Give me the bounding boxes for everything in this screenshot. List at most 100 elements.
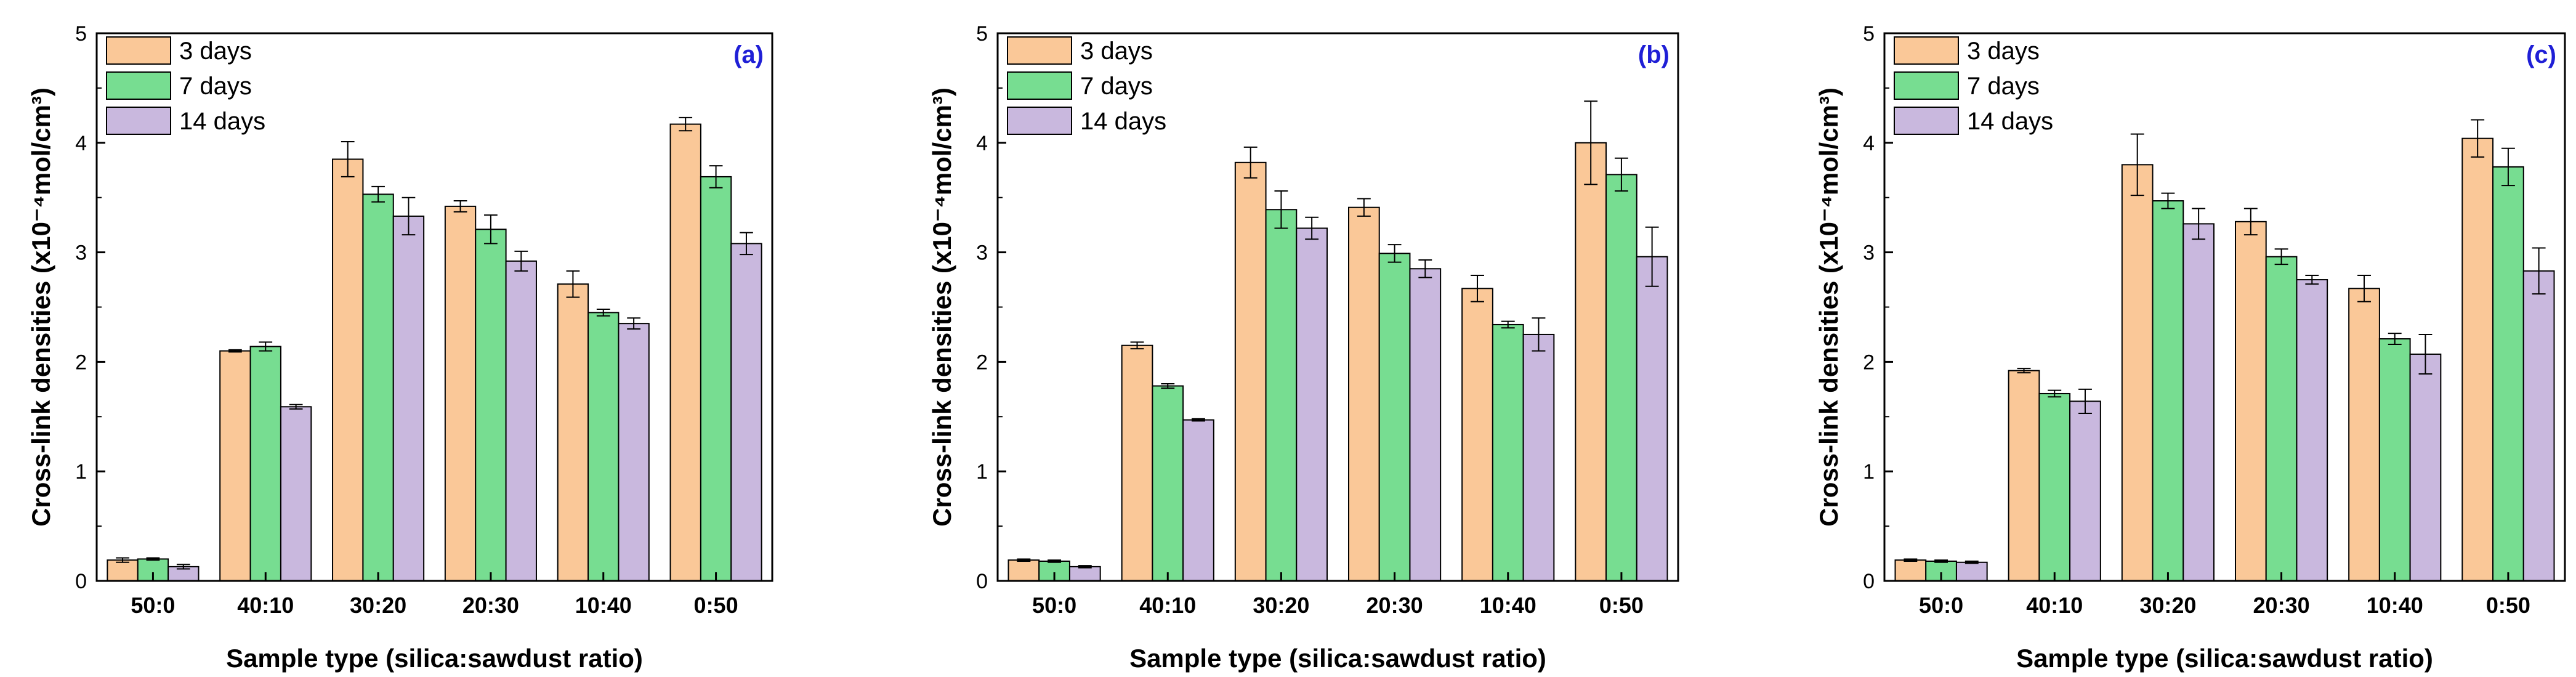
- y-tick-label: 5: [75, 22, 87, 46]
- bar-3-days-40-10: [1121, 344, 1153, 582]
- y-axis-title: Cross-link densities (x10⁻⁴mol/cm³): [26, 87, 55, 527]
- bar-3-days-0-50: [2461, 137, 2494, 582]
- bar-14-days-10-40: [1522, 333, 1555, 582]
- legend-label: 3 days: [1080, 38, 1153, 65]
- y-tick-label: 4: [1863, 132, 1875, 155]
- bar-3-days-50-0: [1894, 559, 1927, 582]
- y-tick-label: 3: [1863, 241, 1875, 265]
- legend-label: 14 days: [1967, 108, 2053, 135]
- x-category-label: 20:30: [462, 593, 519, 618]
- legend-swatch-7-days: [106, 71, 171, 100]
- chart-panel-b: 0 1 2 3 4 5 50:0 40:10 30:20 20:30 10:40 0:50 Sample…: [927, 22, 1679, 673]
- chart-panel-a: 0 1 2 3 4 5 50:0 40:10 30:20 20:30 10:40 0:50 Sample…: [26, 22, 773, 673]
- bar-7-days-20-30: [2265, 256, 2298, 582]
- y-tick-label: 4: [75, 132, 87, 155]
- panel-label: (b): [1638, 41, 1670, 68]
- y-tick-label: 2: [75, 351, 87, 374]
- bar-3-days-30-20: [332, 158, 364, 582]
- y-tick-label: 1: [75, 460, 87, 484]
- legend-label: 7 days: [1967, 73, 2040, 100]
- bar-14-days-40-10: [2069, 400, 2101, 582]
- bar-14-days-20-30: [2296, 279, 2328, 582]
- y-tick-label: 0: [976, 570, 988, 593]
- bar-7-days-10-40: [2378, 338, 2411, 582]
- legend-swatch-7-days: [1894, 71, 1959, 100]
- legend-swatch-14-days: [106, 107, 171, 135]
- bar-7-days-0-50: [2492, 166, 2524, 582]
- bar-14-days-50-0: [1955, 561, 1988, 582]
- bar-3-days-30-20: [2121, 164, 2154, 582]
- y-tick-label: 0: [75, 570, 87, 593]
- x-category-label: 50:0: [1919, 593, 1963, 618]
- bar-3-days-40-10: [2008, 370, 2040, 582]
- bar-14-days-0-50: [1636, 256, 1668, 582]
- legend-swatch-14-days: [1007, 107, 1072, 135]
- y-tick-label: 1: [976, 460, 988, 484]
- legend-label: 14 days: [179, 108, 265, 135]
- y-tick-label: 5: [1863, 22, 1875, 46]
- bar-3-days-10-40: [1461, 288, 1493, 582]
- x-category-label: 0:50: [2486, 593, 2530, 618]
- y-tick-label: 5: [976, 22, 988, 46]
- x-category-label: 20:30: [1367, 593, 1423, 618]
- x-category-label: 40:10: [2026, 593, 2083, 618]
- legend-swatch-7-days: [1007, 71, 1072, 100]
- y-tick-label: 1: [1863, 460, 1875, 484]
- x-category-label: 0:50: [694, 593, 738, 618]
- legend-swatch-3-days: [1894, 36, 1959, 65]
- bar-3-days-10-40: [2348, 288, 2380, 582]
- y-axis-title: Cross-link densities (x10⁻⁴mol/cm³): [927, 87, 956, 527]
- bar-3-days-50-0: [107, 559, 139, 582]
- bar-14-days-30-20: [1296, 227, 1328, 582]
- legend-swatch-3-days: [106, 36, 171, 65]
- x-category-label: 30:20: [2139, 593, 2196, 618]
- legend-label: 7 days: [1080, 73, 1153, 100]
- bar-7-days-30-20: [2152, 200, 2184, 582]
- x-category-label: 50:0: [1032, 593, 1076, 618]
- bar-7-days-40-10: [249, 346, 281, 582]
- bar-14-days-30-20: [392, 215, 425, 582]
- panel-label: (a): [733, 41, 764, 68]
- y-tick-label: 4: [976, 132, 988, 155]
- bar-7-days-30-20: [1265, 209, 1298, 582]
- x-axis-title: Sample type (silica:sawdust ratio): [226, 644, 643, 673]
- x-category-label: 10:40: [2367, 593, 2423, 618]
- bar-14-days-10-40: [2409, 353, 2442, 582]
- chart-panel-c: 0 1 2 3 4 5 50:0 40:10 30:20 20:30 10:40 0:50 Sample…: [1814, 22, 2566, 673]
- bar-14-days-10-40: [618, 323, 650, 582]
- legend-label: 14 days: [1080, 108, 1166, 135]
- legend-label: 3 days: [1967, 38, 2040, 65]
- legend-swatch-3-days: [1007, 36, 1072, 65]
- y-tick-label: 2: [976, 351, 988, 374]
- bar-7-days-10-40: [1492, 323, 1524, 582]
- bar-7-days-40-10: [2038, 392, 2071, 582]
- bar-3-days-30-20: [1234, 161, 1267, 582]
- bar-3-days-20-30: [2234, 221, 2267, 582]
- x-category-label: 30:20: [350, 593, 406, 618]
- bar-7-days-10-40: [587, 312, 620, 582]
- bar-7-days-0-50: [700, 176, 732, 582]
- x-category-label: 0:50: [1599, 593, 1644, 618]
- bar-14-days-20-30: [505, 260, 537, 582]
- x-axis-title: Sample type (silica:sawdust ratio): [2016, 644, 2433, 673]
- y-tick-label: 3: [976, 241, 988, 265]
- x-category-label: 10:40: [575, 593, 632, 618]
- legend-label: 3 days: [179, 38, 252, 65]
- bar-7-days-40-10: [1152, 385, 1184, 582]
- bar-3-days-50-0: [1007, 559, 1040, 582]
- x-axis-title: Sample type (silica:sawdust ratio): [1129, 644, 1546, 673]
- bar-3-days-40-10: [219, 350, 251, 582]
- x-category-label: 40:10: [1139, 593, 1196, 618]
- legend-label: 7 days: [179, 73, 252, 100]
- bar-14-days-0-50: [2522, 270, 2555, 582]
- bar-14-days-20-30: [1409, 268, 1442, 582]
- bar-14-days-50-0: [1068, 566, 1101, 582]
- y-tick-label: 3: [75, 241, 87, 265]
- bar-14-days-40-10: [280, 406, 312, 582]
- bar-7-days-30-20: [362, 193, 394, 582]
- x-category-label: 10:40: [1480, 593, 1536, 618]
- legend-swatch-14-days: [1894, 107, 1959, 135]
- bar-3-days-20-30: [444, 205, 477, 582]
- bar-3-days-10-40: [557, 283, 589, 582]
